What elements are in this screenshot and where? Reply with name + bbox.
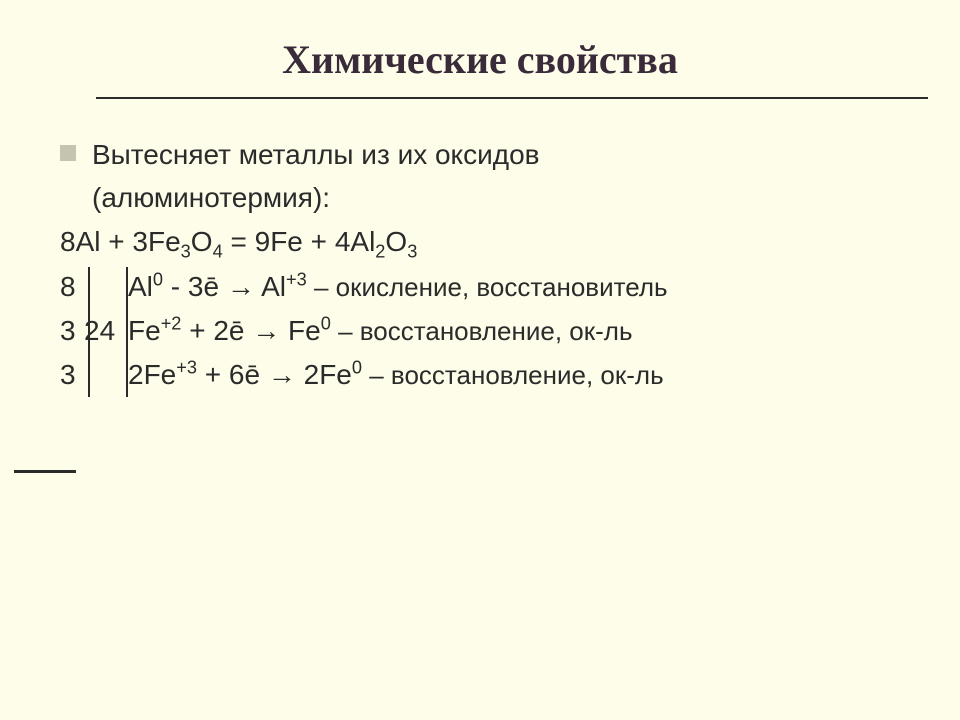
redox-divider-1 — [88, 267, 90, 397]
mult-outer: 3 — [60, 309, 84, 352]
half-reaction-body: 2Fe+3 + 6ē → 2Fe0 – восстановление, ок-л… — [128, 353, 920, 396]
reaction-note: – окисление, восстановитель — [307, 272, 668, 302]
eq-part: 9 — [255, 226, 271, 257]
eq-part: 4 — [335, 226, 351, 257]
mult-outer: 3 — [60, 353, 84, 396]
eq-part: = — [223, 226, 255, 257]
square-bullet-icon — [60, 145, 76, 161]
species-coef: 2 — [128, 359, 144, 390]
slide-content: Вытесняет металлы из их оксидов (алюмино… — [0, 99, 960, 397]
bullet-text: Вытесняет металлы из их оксидов — [92, 133, 920, 176]
eq-part: Fe — [270, 226, 303, 257]
mult-outer: 8 — [60, 265, 84, 308]
reaction-note: – восстановление, ок-ль — [331, 316, 633, 346]
half-reaction-3: 3 2Fe+3 + 6ē → 2Fe0 – восстановление, ок… — [60, 353, 920, 397]
eq-sub: 4 — [213, 241, 223, 261]
redox-block: 8 Al0 - 3ē → Al+3 – окисление, восстанов… — [60, 265, 920, 397]
half-reaction-1: 8 Al0 - 3ē → Al+3 – окисление, восстанов… — [60, 265, 920, 309]
eq-part: Fe — [148, 226, 181, 257]
redox-divider-2 — [126, 267, 128, 397]
charge: 0 — [153, 270, 163, 290]
half-reaction-body: Fe+2 + 2ē → Fe0 – восстановление, ок-ль — [128, 309, 920, 352]
eq-part: 8 — [60, 226, 76, 257]
eq-sub: 2 — [375, 241, 385, 261]
bullet-line-2: (алюминотермия): — [60, 176, 920, 219]
species: Fe — [128, 315, 161, 346]
eq-part: Al — [76, 226, 101, 257]
charge: 0 — [352, 358, 362, 378]
charge: +2 — [161, 314, 182, 334]
species: Al — [128, 271, 153, 302]
side-accent-line — [14, 470, 76, 473]
reaction-note: – восстановление, ок-ль — [362, 360, 664, 390]
half-reaction-2: 3 24 Fe+2 + 2ē → Fe0 – восстановление, о… — [60, 309, 920, 353]
eq-sub: 3 — [181, 241, 191, 261]
eq-part: + — [100, 226, 132, 257]
reaction-mid: + 2ē → Fe — [181, 315, 320, 346]
eq-part: + — [303, 226, 335, 257]
charge: +3 — [286, 270, 307, 290]
reaction-mid: - 3ē → Al — [163, 271, 286, 302]
charge: 0 — [321, 314, 331, 334]
slide-title: Химические свойства — [0, 0, 960, 97]
eq-part: O — [385, 226, 407, 257]
half-reaction-body: Al0 - 3ē → Al+3 – окисление, восстановит… — [128, 265, 920, 308]
species: Fe — [144, 359, 177, 390]
reaction-mid: + 6ē → 2Fe — [197, 359, 352, 390]
eq-part: O — [191, 226, 213, 257]
eq-part: 3 — [132, 226, 148, 257]
eq-sub: 3 — [407, 241, 417, 261]
mult-inner: 24 — [84, 309, 128, 352]
bullet-line-1: Вытесняет металлы из их оксидов — [92, 139, 540, 170]
eq-part: Al — [350, 226, 375, 257]
charge: +3 — [176, 358, 197, 378]
main-equation: 8Al + 3Fe3O4 = 9Fe + 4Al2O3 — [60, 220, 920, 263]
bullet-item: Вытесняет металлы из их оксидов — [60, 133, 920, 176]
